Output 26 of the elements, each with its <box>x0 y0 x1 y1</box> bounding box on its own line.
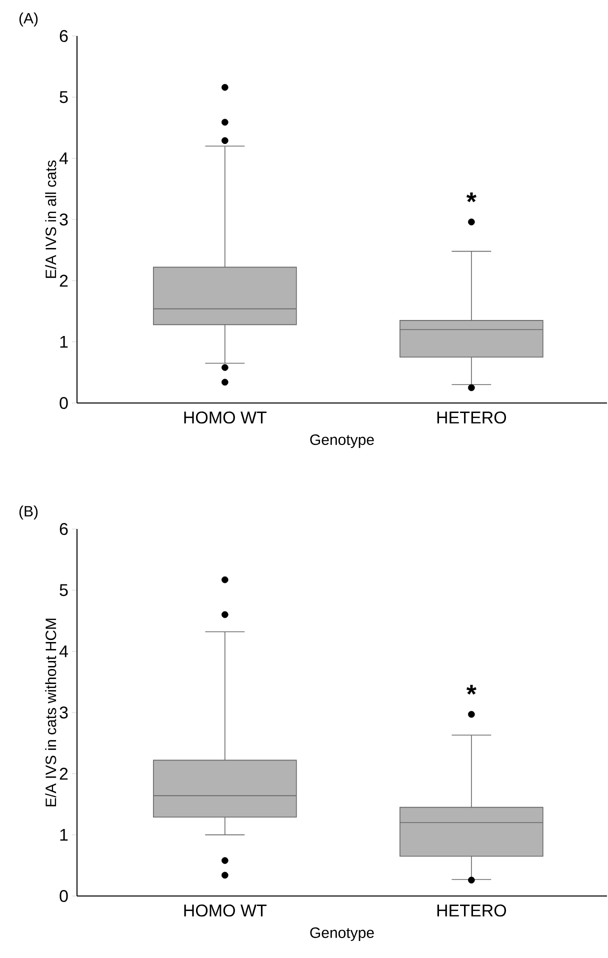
y-tick-label: 2 <box>60 768 68 780</box>
x-axis-title: Genotype <box>310 927 374 941</box>
annotation: * <box>466 684 477 695</box>
y-tick-label: 1 <box>60 828 68 841</box>
y-tick-label: 6 <box>60 522 68 536</box>
y-tick-label: 2 <box>60 274 68 287</box>
y-axis-title: E/A IVS in all cats <box>45 160 56 278</box>
y-tick-label: 3 <box>60 706 68 719</box>
annotation: * <box>466 192 477 202</box>
x-tick-label: HETERO <box>438 412 506 424</box>
y-tick-label: 4 <box>60 152 68 164</box>
x-tick-label: HETERO <box>438 904 506 917</box>
y-tick-label: 0 <box>60 396 68 410</box>
y-tick-label: 0 <box>60 890 68 902</box>
y-tick-label: 3 <box>60 213 68 226</box>
y-tick-label: 4 <box>60 645 68 658</box>
x-axis-title: Genotype <box>310 434 374 448</box>
x-tick-label: HOMO WT <box>184 412 267 424</box>
x-tick-label: HOMO WT <box>184 904 267 917</box>
y-tick-label: 5 <box>60 584 68 596</box>
chart-title: (A) <box>20 12 38 26</box>
y-tick-label: 1 <box>60 336 68 348</box>
y-tick-label: 5 <box>60 91 68 104</box>
y-tick-label: 6 <box>60 30 68 42</box>
y-axis-title: E/A IVS in cats without HCM <box>45 618 56 806</box>
chart-title: (B) <box>20 506 38 520</box>
